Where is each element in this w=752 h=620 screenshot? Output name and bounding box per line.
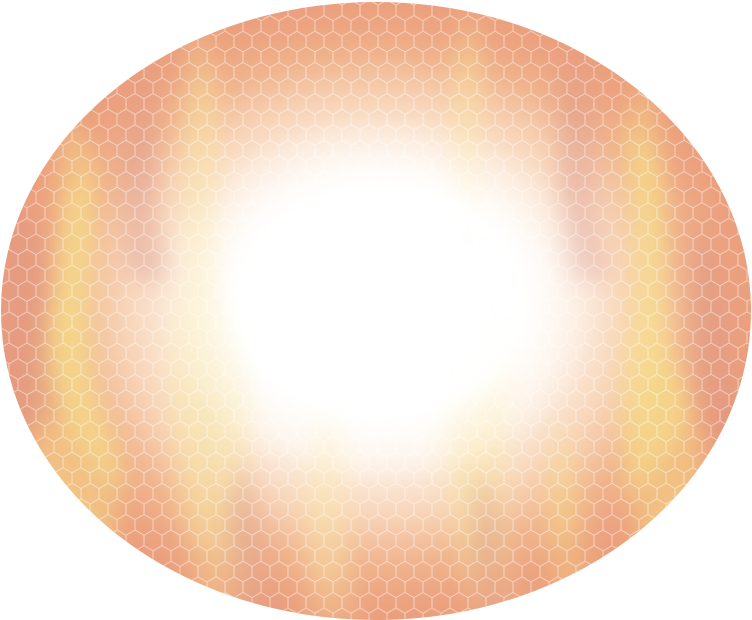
glowing-ellipse-artwork [1,2,751,620]
canvas [1,2,751,620]
